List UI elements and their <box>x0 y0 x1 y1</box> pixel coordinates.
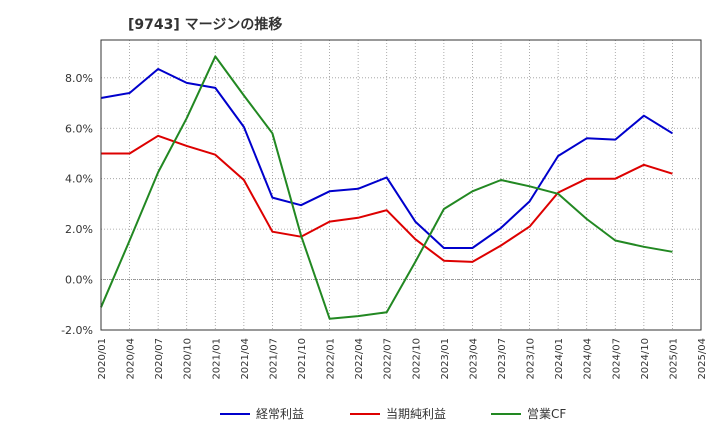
x-tick-label: 2024/01 <box>554 338 565 380</box>
x-tick-label: 2022/10 <box>411 338 422 380</box>
x-tick-label: 2025/04 <box>697 338 708 380</box>
x-tick-label: 2021/07 <box>268 338 279 380</box>
x-tick-label: 2020/10 <box>183 338 194 380</box>
y-tick-label: 2.0% <box>65 223 93 236</box>
x-tick-label: 2025/01 <box>668 338 679 380</box>
legend-label-keijo: 経常利益 <box>256 407 304 421</box>
series-line-keijo <box>100 68 673 249</box>
y-tick-label: 6.0% <box>65 122 93 135</box>
legend-label-cf: 営業CF <box>527 407 566 421</box>
x-tick-label: 2022/04 <box>354 338 365 380</box>
axes: 8.0% 6.0% 4.0% 2.0% 0.0% -2.0% 2020/01 2020/04 2… <box>61 39 708 380</box>
y-tick-label: -2.0% <box>61 324 93 337</box>
x-tick-label: 2020/04 <box>126 338 137 380</box>
series-lines <box>100 55 673 320</box>
x-tick-label: 2021/01 <box>211 338 222 380</box>
x-tick-label: 2024/10 <box>640 338 651 380</box>
series-line-cf <box>100 55 673 320</box>
plot-frame <box>100 39 702 331</box>
x-tick-label: 2023/01 <box>440 338 451 380</box>
legend: 経常利益 当期純利益 営業CF <box>220 407 566 421</box>
y-tick-label: 4.0% <box>65 173 93 186</box>
x-tick-label: 2023/04 <box>468 338 479 380</box>
x-tick-label: 2020/01 <box>97 338 108 380</box>
y-tick-label: 0.0% <box>65 274 93 287</box>
x-tick-label: 2022/01 <box>326 338 337 380</box>
x-tick-label: 2022/07 <box>383 338 394 380</box>
x-tick-label: 2021/10 <box>297 338 308 380</box>
x-tick-label: 2021/04 <box>240 338 251 380</box>
chart-title: [9743] マージンの推移 <box>128 17 283 33</box>
x-tick-label: 2023/07 <box>497 338 508 380</box>
legend-label-junri: 当期純利益 <box>386 407 446 421</box>
x-tick-label: 2024/04 <box>583 338 594 380</box>
x-tick-label: 2023/10 <box>526 338 537 380</box>
x-tick-label: 2020/07 <box>154 338 165 380</box>
series-line-junri <box>101 134 673 263</box>
x-tick-label: 2024/07 <box>611 338 622 380</box>
y-tick-label: 8.0% <box>65 72 93 85</box>
